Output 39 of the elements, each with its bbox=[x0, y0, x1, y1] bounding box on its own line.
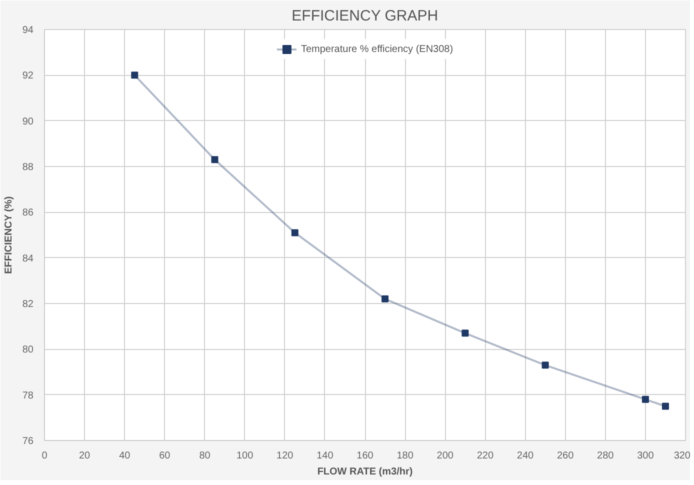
x-tick-label: 40 bbox=[119, 450, 131, 462]
point bbox=[462, 330, 469, 337]
x-tick-label: 0 bbox=[42, 450, 48, 462]
x-tick-label: 20 bbox=[79, 450, 91, 462]
y-tick-label: 92 bbox=[22, 70, 34, 82]
x-tick-label: 240 bbox=[516, 450, 534, 462]
point bbox=[542, 362, 549, 369]
legend-label: Temperature % efficiency (EN308) bbox=[300, 44, 454, 54]
y-tick-label: 90 bbox=[22, 116, 34, 128]
x-tick-label: 120 bbox=[276, 450, 294, 462]
y-tick-label: 84 bbox=[22, 253, 34, 264]
point bbox=[291, 229, 298, 236]
x-tick-label: 300 bbox=[637, 450, 654, 462]
point bbox=[131, 72, 138, 79]
x-tick-label: 280 bbox=[597, 450, 614, 462]
x-tick-label: 220 bbox=[476, 450, 494, 462]
x-tick-label: 100 bbox=[236, 450, 254, 462]
x-tick-label: 80 bbox=[199, 450, 211, 462]
point bbox=[642, 396, 649, 403]
point bbox=[382, 295, 389, 302]
x-tick-label: 60 bbox=[159, 450, 171, 462]
y-tick-label: 80 bbox=[22, 344, 34, 356]
x-tick-label: 320 bbox=[674, 450, 691, 462]
y-tick-label: 82 bbox=[22, 299, 34, 310]
y-tick-label: 88 bbox=[22, 162, 34, 173]
chart-title: EFFICIENCY GRAPH bbox=[292, 8, 438, 24]
point bbox=[211, 156, 218, 164]
y-tick-label: 86 bbox=[22, 208, 34, 219]
y-tick-label: 76 bbox=[22, 436, 34, 447]
y-tick-label: 78 bbox=[22, 390, 34, 402]
x-axis-title: FLOW RATE (m3/hr) bbox=[317, 466, 413, 478]
x-tick-label: 140 bbox=[316, 450, 334, 462]
x-tick-label: 180 bbox=[396, 450, 414, 462]
x-tick-label: 200 bbox=[436, 450, 454, 462]
x-tick-label: 160 bbox=[356, 450, 374, 462]
y-axis-title: EFFICIENCY (%) bbox=[3, 196, 14, 274]
point bbox=[662, 402, 669, 410]
y-tick-label: 94 bbox=[22, 25, 34, 36]
x-tick-label: 260 bbox=[556, 450, 574, 462]
